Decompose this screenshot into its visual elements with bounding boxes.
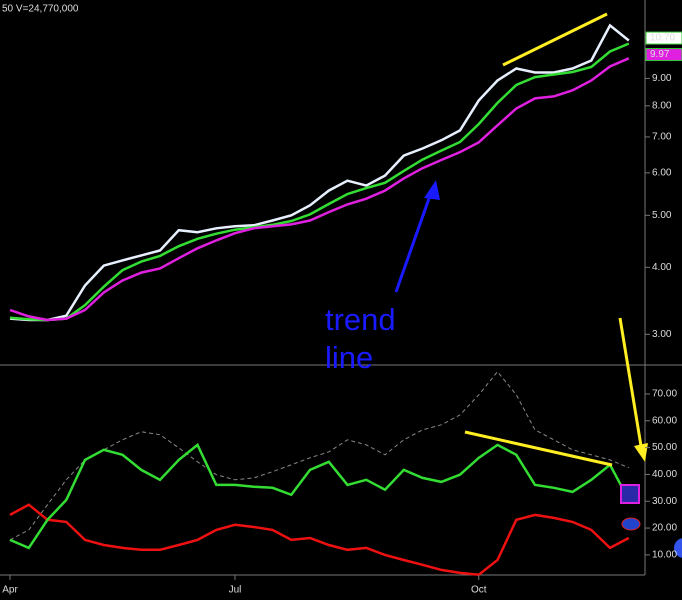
trend-annotation [502,12,608,67]
y-tick-label: 8.00 [652,100,672,111]
y-tick-label: 6.00 [652,167,672,178]
series-line [9,23,630,322]
annotation: line [325,340,373,375]
x-tick-label: Oct [471,585,487,596]
y-tick-label: 9.00 [652,73,672,84]
series-line [9,442,630,550]
price-label: 10.70 [650,33,675,44]
arrow [394,189,434,293]
y-tick-label: 50.00 [652,442,677,453]
y-tick-label: 60.00 [652,415,677,426]
y-tick-label: 3.00 [652,329,672,340]
marker-oval [621,517,641,531]
x-tick-label: Jul [229,585,242,596]
marker-dot [674,538,682,558]
marker-box [620,484,640,504]
annotation: trend [325,302,396,337]
y-tick-label: 7.00 [652,132,672,143]
price-label: 9.97 [650,49,670,60]
arrow [618,317,644,453]
series-line [9,370,629,541]
series-line [9,57,630,322]
x-tick-label: Apr [2,585,18,596]
price-label-box [645,48,682,62]
arrow-head [634,443,648,462]
y-tick-label: 10.00 [652,550,677,561]
price-label-box [645,31,682,45]
y-tick-label: 5.00 [652,210,672,221]
subtitle: 50 V=24,770,000 [2,4,79,15]
arrow-head [424,180,440,200]
trend-annotation [464,430,613,467]
y-tick-label: 4.00 [652,262,672,273]
series-line [9,42,630,322]
y-tick-label: 70.00 [652,389,677,400]
y-tick-label: 20.00 [652,523,677,534]
y-tick-label: 30.00 [652,496,677,507]
series-line [9,503,630,576]
y-tick-label: 40.00 [652,469,677,480]
